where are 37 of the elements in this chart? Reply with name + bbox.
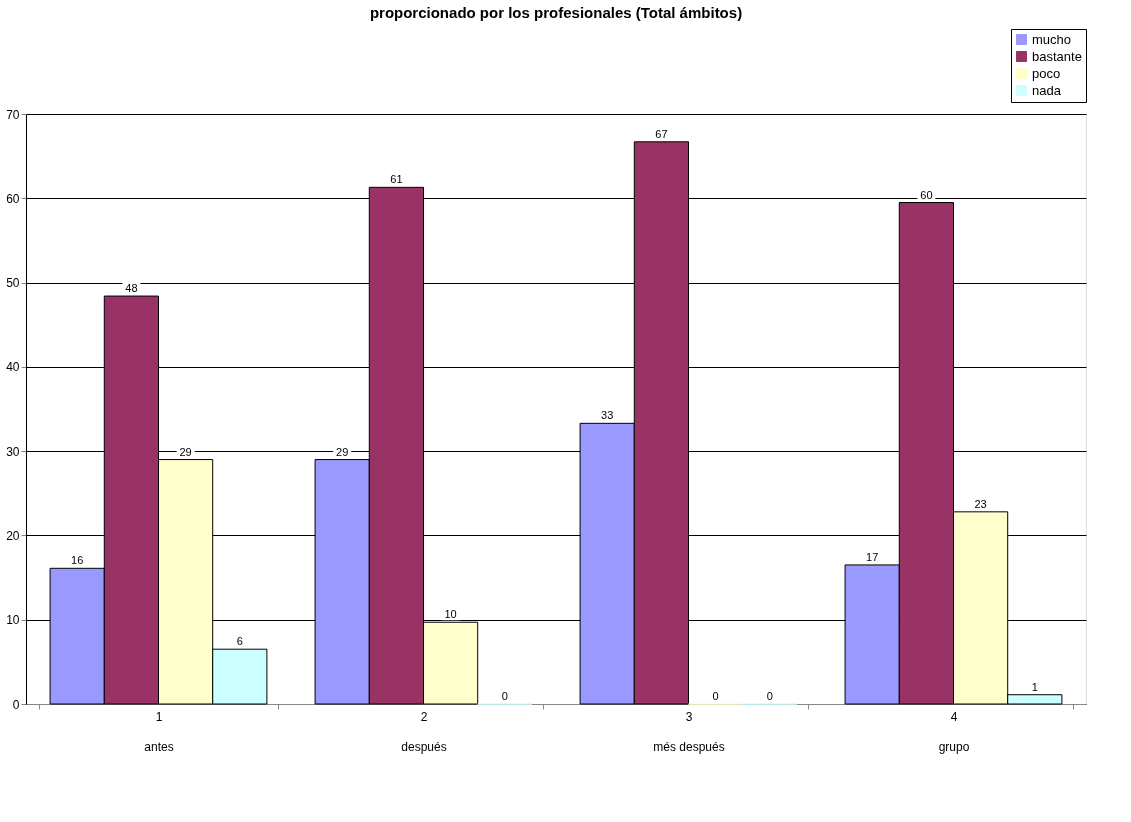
x-tick-label: 1	[155, 709, 163, 724]
data-label: 0	[766, 690, 773, 702]
legend-label: mucho	[1032, 31, 1072, 47]
data-label: 1	[1031, 680, 1038, 693]
data-label: 29	[179, 445, 192, 458]
y-tick-label: 20	[6, 528, 20, 543]
data-label: 48	[125, 282, 138, 295]
y-tick-label: 30	[6, 444, 20, 459]
data-label: 16	[71, 554, 84, 567]
data-label: 61	[390, 173, 403, 186]
y-tick-label: 50	[6, 276, 20, 291]
data-label: 6	[236, 635, 243, 648]
data-label: 0	[712, 690, 719, 702]
data-label: 29	[336, 445, 349, 458]
data-label: 60	[920, 188, 933, 201]
y-tick-label: 60	[6, 191, 20, 206]
text: después	[401, 739, 447, 754]
y-tick-label: 0	[12, 697, 20, 712]
data-label: 0	[501, 690, 508, 702]
data-label: 17	[866, 550, 879, 563]
legend-label: nada	[1032, 82, 1062, 98]
text: antes	[144, 739, 174, 754]
data-label: 10	[444, 608, 457, 621]
text: grupo	[938, 739, 970, 754]
legend-label: bastante	[1032, 48, 1082, 64]
data-label: 33	[601, 409, 614, 422]
y-tick-label: 70	[6, 107, 20, 122]
x-tick-label: 2	[420, 709, 428, 724]
y-tick-label: 40	[6, 360, 20, 375]
y-tick-label: 10	[6, 613, 20, 628]
data-label: 23	[974, 497, 987, 510]
legend-label: poco	[1032, 65, 1061, 81]
x-tick-label: 3	[685, 709, 693, 724]
text: més después	[653, 739, 725, 754]
x-tick-label: 4	[950, 709, 958, 724]
data-label: 67	[655, 127, 668, 140]
chart-title: proporcionado por los profesionales (Total ámbitos)	[369, 3, 743, 21]
